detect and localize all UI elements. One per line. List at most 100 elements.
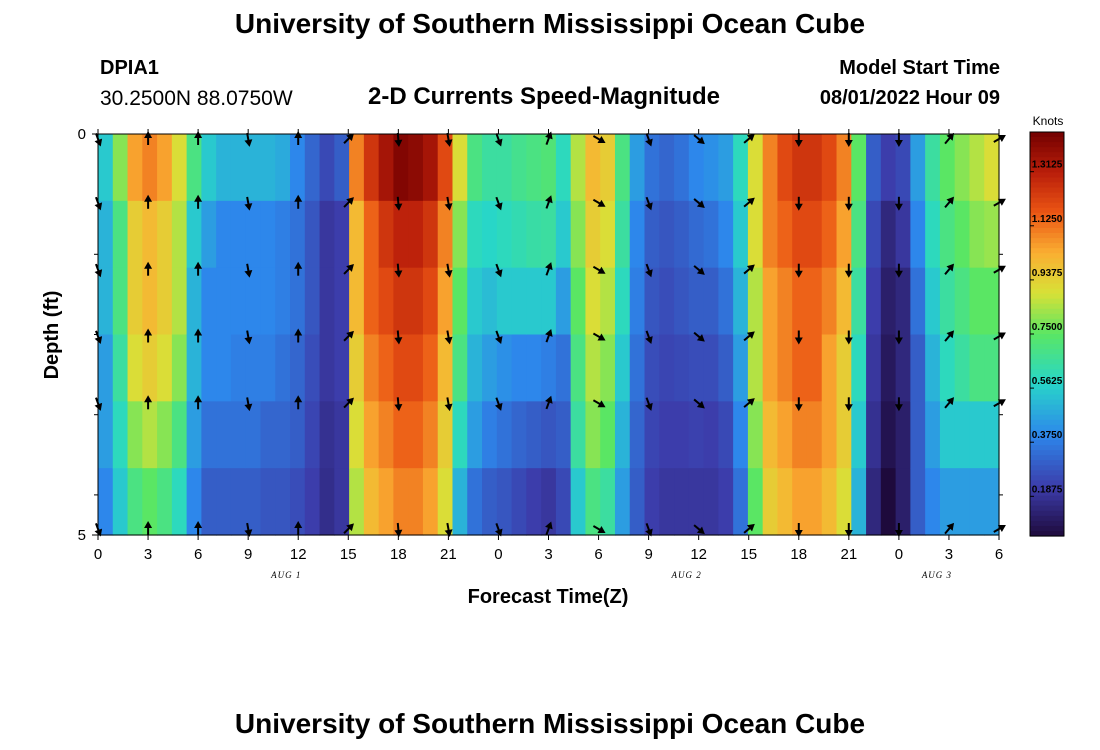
heatmap-cell	[836, 468, 852, 536]
heatmap-cell	[142, 401, 158, 469]
heatmap-cell	[201, 401, 217, 469]
current-arrow	[794, 397, 803, 412]
heatmap-cell	[969, 334, 985, 402]
heatmap-cell	[304, 401, 321, 469]
heatmap-cell	[925, 468, 941, 536]
heatmap-cell	[954, 334, 971, 402]
colorbar-segment	[1030, 202, 1064, 209]
current-arrow	[894, 397, 903, 412]
current-arrow	[645, 330, 653, 345]
heatmap-cell	[363, 200, 380, 269]
heatmap-cell	[363, 134, 380, 202]
heatmap-cell	[393, 468, 409, 536]
heatmap-cell	[733, 267, 749, 336]
heatmap-cell	[910, 468, 926, 536]
heatmap-cell	[984, 267, 1000, 336]
heatmap-cell	[245, 200, 262, 269]
x-tick-label: 0	[94, 546, 102, 563]
heatmap-cell	[349, 401, 365, 469]
heatmap-cell	[186, 468, 202, 536]
heatmap-cell	[570, 334, 587, 402]
colorbar-segment	[1030, 293, 1064, 300]
current-arrow	[645, 397, 653, 411]
heatmap-cell	[629, 334, 646, 402]
heatmap-cell	[688, 468, 705, 536]
heatmap-cell	[482, 468, 498, 536]
colorbar-tick-label: 0.5625	[1032, 376, 1063, 387]
heatmap-cell	[349, 200, 365, 269]
heatmap-cell	[482, 200, 498, 269]
heatmap-cell	[585, 468, 601, 536]
heatmap-cell	[452, 267, 468, 336]
heatmap-cell	[216, 401, 232, 469]
heatmap-cell	[201, 200, 217, 269]
colorbar-segment	[1030, 298, 1064, 305]
heatmap-cell	[910, 134, 926, 202]
heatmap-cell	[186, 200, 202, 269]
heatmap-cell	[792, 468, 808, 536]
heatmap-cell	[467, 267, 483, 336]
heatmap-cell	[275, 401, 291, 469]
heatmap-cell	[600, 134, 616, 202]
current-arrow	[144, 261, 153, 276]
heatmap-cell	[304, 267, 321, 336]
heatmap-cell	[393, 200, 409, 269]
heatmap-cell	[393, 134, 409, 202]
colorbar-segment	[1030, 278, 1064, 285]
heatmap-cell	[585, 334, 601, 402]
heatmap-cells	[98, 134, 1000, 536]
heatmap-cell	[984, 401, 1000, 469]
heatmap-cell	[511, 134, 527, 202]
heatmap-cell	[526, 401, 542, 469]
heatmap-cell	[925, 134, 941, 202]
heatmap-cell	[614, 200, 631, 269]
colorbar-segment	[1030, 288, 1064, 295]
current-arrow	[743, 398, 755, 408]
colorbar-segment	[1030, 530, 1064, 537]
x-tick-label: 3	[144, 546, 152, 563]
current-arrow	[844, 196, 853, 211]
heatmap-cell	[526, 334, 542, 402]
colorbar-segment	[1030, 520, 1064, 527]
colorbar-tick-label: 0.7500	[1032, 322, 1063, 333]
heatmap-cell	[733, 401, 749, 469]
heatmap-cell	[378, 334, 395, 402]
colorbar-segment	[1030, 445, 1064, 451]
current-arrow	[194, 521, 203, 535]
heatmap-cell	[452, 401, 468, 469]
heatmap-cell	[939, 468, 956, 536]
heatmap-cell	[629, 401, 646, 469]
heatmap-cell	[319, 334, 335, 402]
day-label: AUG 2	[671, 570, 702, 580]
current-arrow	[294, 521, 303, 535]
colorbar-tick-label: 0.1875	[1032, 484, 1063, 495]
y-tick-label: 0	[78, 126, 86, 143]
current-arrow	[194, 328, 203, 343]
heatmap-cell	[821, 468, 838, 536]
heatmap-cell	[969, 401, 985, 469]
heatmap-cell	[422, 200, 439, 269]
colorbar-segment	[1030, 354, 1064, 360]
heatmap-cell	[747, 200, 764, 269]
heatmap-cell	[378, 200, 395, 269]
heatmap-cell	[290, 334, 306, 402]
heatmap-cell	[718, 200, 734, 269]
heatmap-cell	[245, 468, 262, 536]
model-start-value: 08/01/2022 Hour 09	[819, 87, 1000, 109]
current-arrow	[294, 328, 303, 343]
heatmap-cell	[703, 267, 719, 336]
heatmap-cell	[422, 134, 439, 202]
current-arrow	[444, 132, 453, 147]
heatmap-cell	[319, 267, 335, 336]
heatmap-cell	[910, 267, 926, 336]
heatmap-cell	[98, 401, 114, 469]
heatmap-cell	[733, 334, 749, 402]
current-arrow	[144, 328, 153, 343]
current-arrow	[343, 523, 354, 534]
heatmap-cell	[98, 267, 114, 336]
heatmap-cell	[747, 401, 764, 469]
heatmap-cell	[792, 267, 808, 336]
heatmap-cell	[674, 134, 690, 202]
colorbar-tick-label: 0.3750	[1032, 430, 1063, 441]
